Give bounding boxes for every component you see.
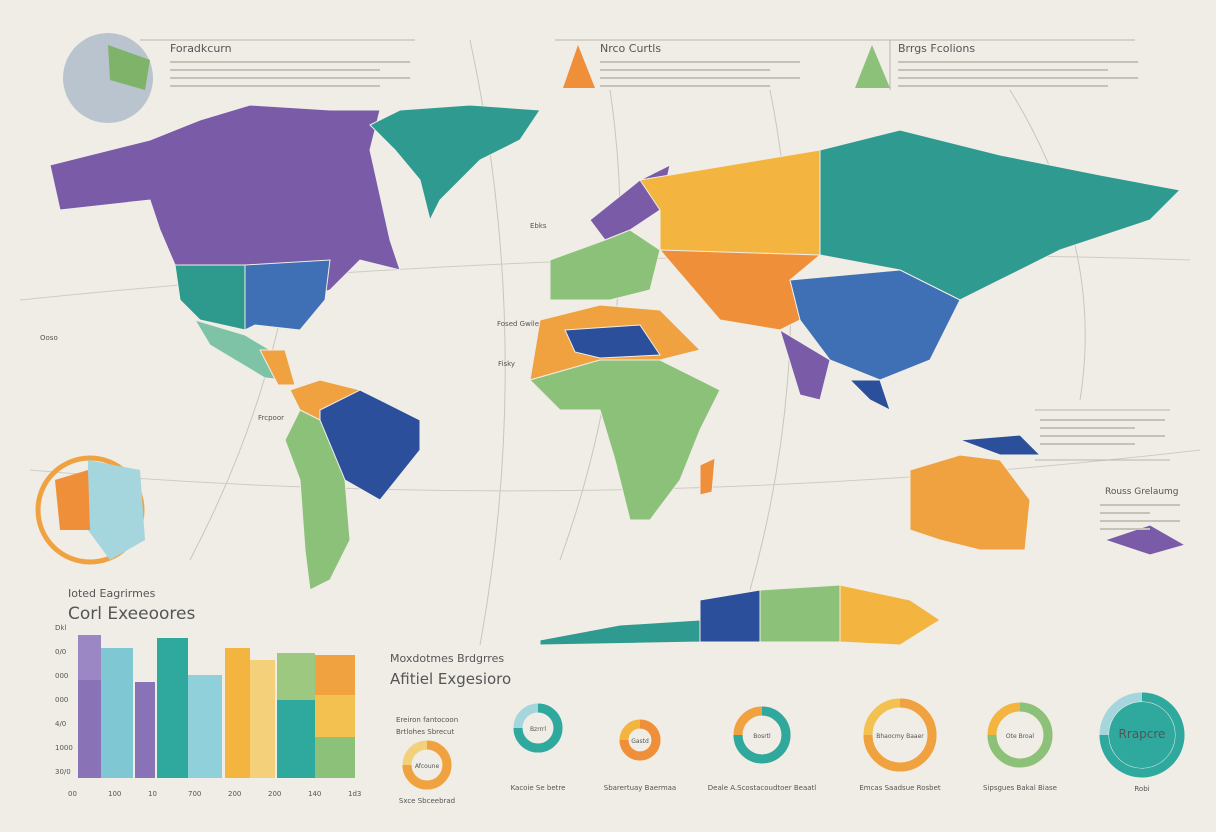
donut-subtitle: Moxdotmes Brdgrres bbox=[390, 652, 504, 665]
map-label: Fosed Gwile bbox=[497, 320, 539, 328]
y-label: 000 bbox=[55, 672, 68, 680]
donut-arc bbox=[733, 706, 791, 764]
africa-sahara bbox=[564, 324, 661, 359]
x-label: 100 bbox=[108, 790, 121, 798]
inset-land bbox=[108, 45, 150, 90]
text-layer: Dkl 0/0 000 000 4/0 1000 30/0 00 100 10 700 200 200 1… bbox=[55, 624, 1165, 805]
bar bbox=[135, 682, 155, 778]
bar bbox=[225, 648, 250, 778]
donut-arc bbox=[863, 698, 937, 772]
bar bbox=[250, 660, 275, 778]
y-label: 000 bbox=[55, 696, 68, 704]
indonesia bbox=[959, 434, 1042, 456]
usa-west bbox=[174, 264, 246, 331]
india bbox=[779, 328, 831, 401]
donut-caption: Kacoie Se betre bbox=[511, 784, 566, 792]
bar bbox=[157, 638, 188, 778]
central-america bbox=[259, 349, 296, 386]
x-label: 10 bbox=[148, 790, 157, 798]
triangle-icon bbox=[855, 45, 890, 88]
x-label: 200 bbox=[268, 790, 281, 798]
africa-south bbox=[529, 359, 721, 521]
bar bbox=[188, 675, 222, 778]
legend-text: Brtlohes Sbrecut bbox=[396, 728, 454, 736]
center-title: Nrco Curtls bbox=[600, 42, 661, 55]
se-asia bbox=[848, 379, 891, 411]
donut-label: Gastd bbox=[631, 738, 649, 745]
bar-segment bbox=[315, 737, 355, 778]
asia-north bbox=[819, 129, 1182, 301]
bar-subtitle: Ioted Eagrirmes bbox=[68, 587, 156, 600]
donut-center bbox=[1109, 702, 1175, 768]
donut-caption: Emcas Saadsue Rosbet bbox=[859, 784, 941, 792]
inset-land bbox=[55, 470, 90, 530]
donut-arc bbox=[619, 719, 661, 761]
donut-arc bbox=[513, 703, 563, 753]
inset-land bbox=[88, 460, 145, 560]
donut-label: Afcoune bbox=[415, 763, 440, 770]
bar-title: Corl Exeeoores bbox=[68, 604, 195, 624]
map-label: Ebks bbox=[530, 222, 547, 230]
donut-label: Ote Broal bbox=[1006, 733, 1034, 740]
donut-caption: Sipsgues Bakal Biase bbox=[983, 784, 1057, 792]
bar bbox=[101, 648, 133, 778]
usa-east bbox=[244, 259, 331, 331]
antarctica-d bbox=[839, 584, 941, 646]
map-label: Frcpoor bbox=[258, 414, 284, 422]
donut-title: Afitiel Exgesioro bbox=[390, 670, 511, 688]
middle-east bbox=[658, 249, 822, 331]
donut-caption: Sbarertuay Baermaa bbox=[604, 784, 676, 792]
donut-caption: Deale A.Scostacoudtoer Beaatl bbox=[708, 784, 816, 792]
donut-label: Bosrtl bbox=[753, 733, 771, 740]
north-america bbox=[49, 104, 401, 301]
donut-arc bbox=[402, 740, 452, 790]
x-label: 700 bbox=[188, 790, 201, 798]
y-label: 0/0 bbox=[55, 648, 66, 656]
donut-caption: Robi bbox=[1134, 785, 1149, 793]
europe bbox=[549, 229, 661, 301]
triangle-icon bbox=[563, 45, 595, 88]
donut-arc bbox=[1099, 692, 1185, 778]
donut-caption: Sxce Sbceebrad bbox=[399, 797, 455, 805]
legend-text: Ereiron fantocoon bbox=[396, 716, 458, 724]
donut-arc bbox=[987, 702, 1053, 768]
right-title: Brrgs Fcolions bbox=[898, 42, 975, 55]
china bbox=[789, 269, 961, 381]
x-label: 00 bbox=[68, 790, 77, 798]
antarctica-c bbox=[759, 584, 841, 643]
donut-label: Bzrrrl bbox=[530, 726, 546, 733]
donut-label: Rrapcre bbox=[1119, 727, 1166, 741]
donut-label: Bhaocmy Baaer bbox=[876, 733, 924, 740]
bar-segment bbox=[78, 680, 101, 778]
y-label: Dkl bbox=[55, 624, 66, 632]
x-label: 1d3 bbox=[348, 790, 361, 798]
x-label: 140 bbox=[308, 790, 321, 798]
y-label: 1000 bbox=[55, 744, 73, 752]
australia bbox=[909, 454, 1031, 551]
map-label: Ooso bbox=[40, 334, 58, 342]
meridian bbox=[29, 449, 1201, 492]
y-label: 30/0 bbox=[55, 768, 71, 776]
madagascar bbox=[699, 457, 716, 496]
south-america-south bbox=[284, 409, 351, 591]
x-label: 200 bbox=[228, 790, 241, 798]
greenland bbox=[369, 104, 541, 222]
left-title: Foradkcurn bbox=[170, 42, 232, 55]
map-label: Fisky bbox=[498, 360, 515, 368]
y-label: 4/0 bbox=[55, 720, 66, 728]
bar-segment bbox=[277, 700, 315, 778]
map-layer bbox=[19, 33, 1201, 790]
bar-segment bbox=[315, 695, 355, 737]
map-label: Rouss Grelaumg bbox=[1105, 487, 1179, 497]
